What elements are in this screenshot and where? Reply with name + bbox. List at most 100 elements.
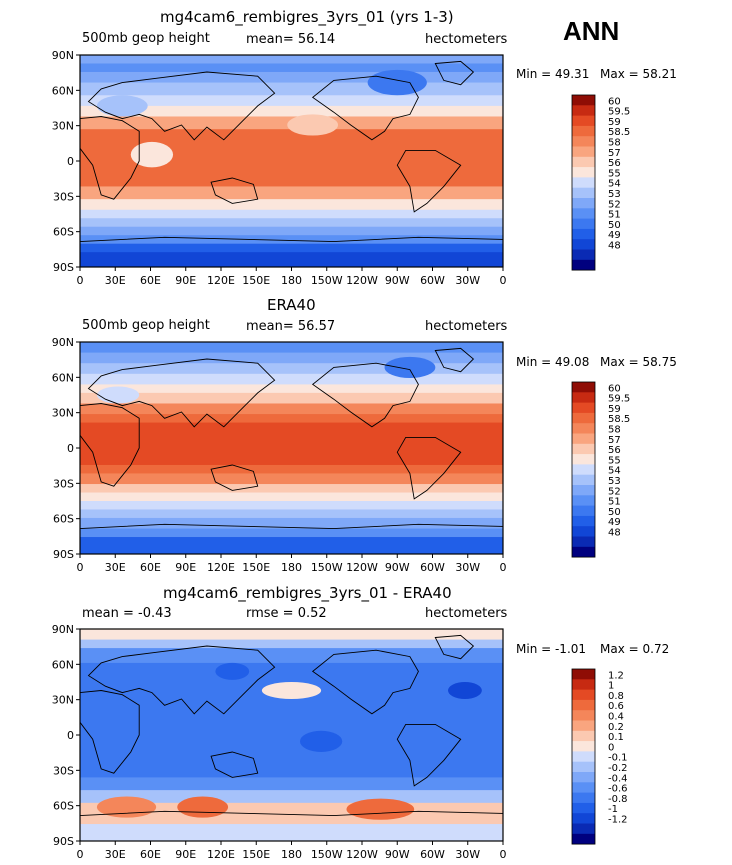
contour-band: [80, 384, 503, 394]
contour-band: [80, 629, 503, 641]
units-label: hectometers: [425, 319, 508, 334]
lat-tick-label: 90N: [52, 623, 74, 636]
colorbar-swatch: [572, 474, 595, 486]
lat-tick-label: 90S: [53, 261, 74, 274]
colorbar-swatch: [572, 751, 595, 763]
variable-label: 500mb geop height: [82, 318, 210, 333]
colorbar-swatch: [572, 761, 595, 773]
coastline: [210, 751, 259, 778]
colorbar-label: 59.5: [608, 107, 630, 118]
variable-label: 500mb geop height: [82, 31, 210, 46]
colorbar-swatch: [572, 443, 595, 455]
colorbar-swatch: [572, 177, 595, 189]
lon-tick-label: 30W: [455, 274, 480, 287]
colorbar-label: 58: [608, 425, 621, 436]
contour-band: [80, 63, 503, 73]
colorbar-label: 59: [608, 117, 621, 128]
lat-tick-label: 30S: [53, 190, 74, 203]
colorbar-label: 0.1: [608, 732, 624, 743]
lon-tick-label: 120E: [207, 274, 235, 287]
coastline: [434, 634, 475, 660]
contour-band: [80, 777, 503, 791]
colorbar-swatch: [572, 218, 595, 230]
colorbar-swatch: [572, 382, 595, 393]
lat-tick-label: 90S: [53, 835, 74, 848]
colorbar-swatch: [572, 546, 595, 558]
map-svg: [79, 628, 504, 842]
colorbar-swatch: [572, 187, 595, 199]
mean-label: mean= 56.14: [246, 32, 336, 47]
coastline: [79, 403, 140, 487]
contour-band: [80, 373, 503, 385]
colorbar-swatch: [572, 792, 595, 804]
coastline: [87, 358, 276, 428]
lon-tick-label: 120W: [346, 848, 378, 861]
coastline: [79, 116, 140, 200]
lon-tick-label: 0: [77, 561, 84, 574]
colorbar-swatch: [572, 689, 595, 701]
colorbar-label: 48: [608, 528, 621, 539]
colorbar-label: 56: [608, 158, 621, 169]
coastline: [210, 464, 259, 491]
coastline: [396, 723, 462, 787]
panel-title: mg4cam6_rembigres_3yrs_01 (yrs 1-3): [160, 8, 454, 26]
contour-band: [80, 55, 503, 64]
contour-band: [80, 71, 503, 84]
colorbar-frame: [571, 94, 596, 271]
coastline: [311, 649, 419, 715]
colorbar-swatch: [572, 198, 595, 209]
lon-tick-label: 150E: [242, 561, 270, 574]
lat-tick-label: 90N: [52, 49, 74, 62]
contour-band: [80, 105, 503, 117]
colorbar-swatch: [572, 423, 595, 434]
colorbar-label: 49: [608, 230, 621, 241]
map-plot: [79, 628, 504, 842]
min-label: Min = -1.01: [516, 642, 587, 656]
mean-label: mean = -0.43: [82, 606, 172, 621]
contour-band: [80, 392, 503, 404]
contour-band: [80, 95, 503, 107]
lon-tick-label: 180: [281, 274, 302, 287]
map-svg: [79, 341, 504, 555]
lon-tick-label: 90E: [175, 561, 196, 574]
contour-band: [80, 414, 503, 424]
lon-tick-label: 30E: [105, 274, 126, 287]
min-label: Min = 49.31: [516, 67, 590, 81]
colorbar-label: 52: [608, 486, 621, 497]
lon-tick-label: 0: [77, 274, 84, 287]
colorbar-label: 53: [608, 189, 621, 200]
contour-region: [367, 69, 427, 96]
coastline: [87, 645, 276, 715]
colorbar-label: 0: [608, 742, 614, 753]
lon-tick-label: 60W: [420, 848, 445, 861]
lon-tick-label: 120E: [207, 561, 235, 574]
lon-tick-label: 150W: [311, 274, 343, 287]
contour-band: [80, 342, 503, 354]
colorbar-label: 58.5: [608, 414, 630, 425]
map-svg: [79, 54, 504, 268]
coastline: [396, 436, 462, 500]
lat-tick-label: 60N: [52, 658, 74, 671]
colorbar-label: -1.2: [608, 815, 628, 826]
coastline: [79, 690, 140, 774]
colorbar-label: -0.8: [608, 794, 628, 805]
lat-tick-label: 60N: [52, 84, 74, 97]
contour-band: [80, 218, 503, 228]
rmse-label: rmse = 0.52: [246, 606, 327, 621]
lon-tick-label: 180: [281, 561, 302, 574]
lat-tick-label: 30N: [52, 120, 74, 133]
colorbar-swatch: [572, 146, 595, 158]
colorbar-swatch: [572, 515, 595, 527]
colorbar-swatch: [572, 454, 595, 465]
colorbar-label: 59: [608, 404, 621, 415]
colorbar-label: 0.2: [608, 722, 624, 733]
colorbar-label: -0.4: [608, 773, 628, 784]
colorbar-label: 0.8: [608, 691, 624, 702]
lon-tick-label: 120W: [346, 561, 378, 574]
colorbar-swatch: [572, 669, 595, 680]
lat-tick-label: 60S: [53, 226, 74, 239]
lon-tick-label: 150W: [311, 561, 343, 574]
contour-band: [80, 639, 503, 649]
colorbar-swatch: [572, 813, 595, 824]
